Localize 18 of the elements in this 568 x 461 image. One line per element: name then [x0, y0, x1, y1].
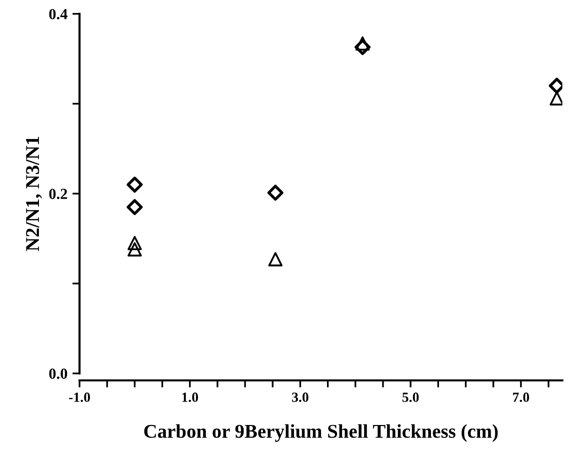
x-tick-label: -1.0 [69, 392, 90, 402]
point [128, 236, 142, 250]
x-tick-label: 3.0 [292, 392, 308, 402]
x-tick-label: 7.0 [513, 392, 530, 402]
point [354, 39, 371, 56]
point [267, 184, 284, 201]
point [128, 242, 142, 256]
point [268, 252, 283, 266]
y-tick-label: 0.0 [49, 368, 68, 379]
x-tick-label: 1.0 [182, 392, 198, 402]
x-tick-label: 5.0 [402, 392, 419, 402]
y-axis-title: N2/N1, N3/N1 [26, 136, 42, 252]
y-tick-label: 0.4 [49, 8, 68, 20]
point [550, 91, 562, 106]
y-tick-label: 0.2 [49, 188, 68, 200]
x-axis-title: Carbon or 9Berylium Shell Thickness (cm) [144, 424, 498, 442]
point [126, 176, 143, 193]
point [126, 199, 143, 216]
